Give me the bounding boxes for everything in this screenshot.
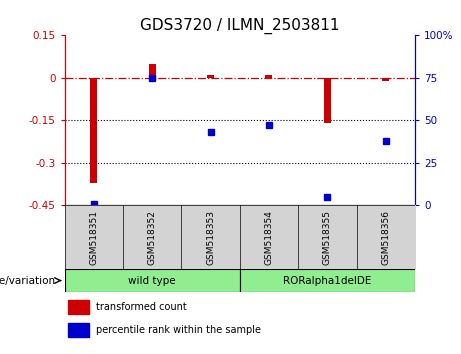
Text: GSM518353: GSM518353 (206, 210, 215, 265)
Bar (266, 75, 272, 78)
Text: percentile rank within the sample: percentile rank within the sample (96, 325, 261, 335)
Title: GDS3720 / ILMN_2503811: GDS3720 / ILMN_2503811 (140, 18, 339, 34)
FancyBboxPatch shape (65, 269, 240, 292)
Text: GSM518352: GSM518352 (148, 210, 157, 265)
Text: GSM518356: GSM518356 (381, 210, 390, 265)
FancyBboxPatch shape (240, 269, 415, 292)
Bar (207, 75, 214, 78)
Text: RORalpha1delDE: RORalpha1delDE (283, 275, 372, 286)
Bar (68, 300, 89, 314)
Text: transformed count: transformed count (96, 302, 187, 312)
Text: GSM518351: GSM518351 (89, 210, 98, 265)
Text: wild type: wild type (128, 275, 176, 286)
Bar (148, 64, 156, 78)
Bar (90, 78, 97, 183)
Text: genotype/variation: genotype/variation (0, 275, 55, 286)
Text: GSM518355: GSM518355 (323, 210, 332, 265)
Bar (382, 78, 389, 81)
Bar (68, 323, 89, 337)
Bar (324, 78, 331, 123)
Text: GSM518354: GSM518354 (265, 210, 273, 265)
